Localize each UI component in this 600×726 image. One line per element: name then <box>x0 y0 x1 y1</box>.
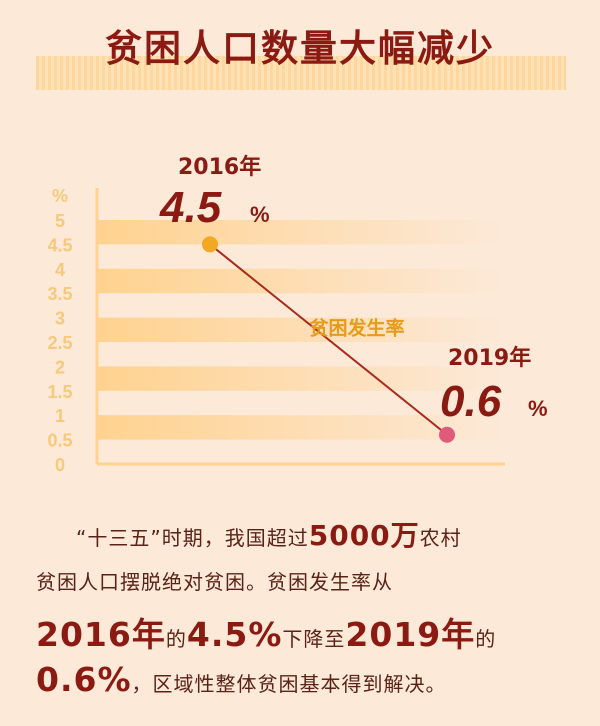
text-poverty-escape: 贫困人口摆脱绝对贫困。贫困发生率从 <box>36 570 393 594</box>
page-title: 贫困人口数量大幅减少 <box>105 27 495 70</box>
y-axis-unit-label: % <box>52 186 68 206</box>
grid-band <box>97 268 505 294</box>
paragraph-line-1: “十三五”时期，我国超过5000万农村 <box>36 514 576 554</box>
grid-band <box>97 220 505 245</box>
annotation-year-2019: 2019年 <box>448 345 531 371</box>
text-decrease-to: 下降至 <box>282 627 346 651</box>
y-tick-label: 4 <box>55 260 65 280</box>
annotation-year-2016: 2016年 <box>178 154 261 180</box>
text-13th-five-year: “十三五”时期，我国超过 <box>76 526 309 550</box>
data-point-2016 <box>202 236 218 253</box>
text-regional-poverty: ，区域性整体贫困基本得到解决。 <box>131 672 447 696</box>
annotation-value-2016: 4.5 <box>159 183 222 232</box>
text-year-2016: 2016年 <box>36 615 166 654</box>
y-tick-label: 2 <box>55 357 65 377</box>
text-rate-45: 4.5% <box>186 615 283 654</box>
text-rural: 农村 <box>419 526 462 550</box>
paragraph-line-4: 0.6%，区域性整体贫困基本得到解决。 <box>36 660 576 699</box>
title-highlight-band <box>36 56 566 90</box>
grid-band <box>97 317 505 342</box>
y-tick-label: 4.5 <box>47 235 72 255</box>
text-rate-06: 0.6% <box>36 660 132 699</box>
paragraph-line-3: 2016年的4.5%下降至2019年的 <box>36 608 576 656</box>
annotation-unit-2019: % <box>528 396 548 421</box>
grid-band <box>97 366 505 391</box>
y-tick-label: 1 <box>55 406 65 426</box>
text-de-2: 的 <box>475 627 497 651</box>
paragraph-line-2: 贫困人口摆脱绝对贫困。贫困发生率从 <box>36 566 576 595</box>
y-tick-label: 2.5 <box>47 333 72 353</box>
annotation-value-2019: 0.6 <box>440 377 502 426</box>
poverty-rate-chart: % 5 4.5 4 3.5 3 2.5 2 1.5 1 0.5 0 贫困发生率 2016年 4.5 % 2019… <box>47 154 548 475</box>
text-de-1: 的 <box>165 627 187 651</box>
y-tick-label: 3.5 <box>47 284 72 304</box>
y-tick-label: 3 <box>55 309 65 329</box>
y-tick-label: 0.5 <box>47 431 72 451</box>
y-tick-label: 1.5 <box>47 382 72 402</box>
data-point-2019 <box>439 426 455 443</box>
annotation-unit-2016: % <box>250 202 270 227</box>
text-50-million: 5000万 <box>308 519 420 552</box>
text-year-2019: 2019年 <box>345 615 476 654</box>
poverty-rate-line <box>209 243 448 436</box>
y-tick-label: 5 <box>55 211 65 231</box>
series-label: 贫困发生率 <box>309 316 404 339</box>
y-tick-label: 0 <box>55 455 65 475</box>
